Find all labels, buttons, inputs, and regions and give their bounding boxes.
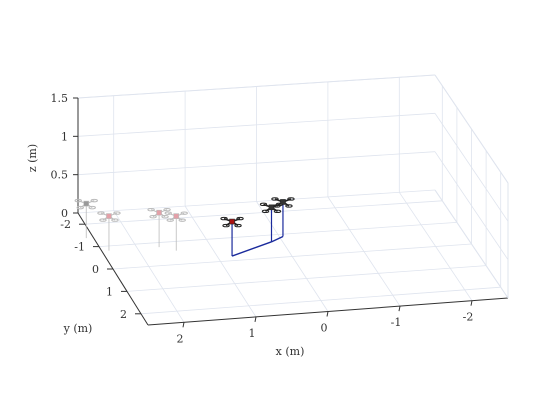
grid-line [140, 286, 501, 315]
formation-lines [85, 201, 284, 257]
box-top-back-edge [77, 74, 436, 99]
grid-line [434, 151, 509, 260]
drone-rotor [273, 204, 281, 208]
z-axis-label: z (m) [26, 144, 39, 172]
drone-marker [220, 216, 244, 228]
drone-rotor [111, 218, 119, 222]
drone-rotor [220, 216, 228, 221]
grid-line [98, 222, 457, 247]
floor-right-edge [434, 189, 509, 299]
drone-rotor [149, 214, 157, 219]
drone-body [229, 218, 235, 225]
grid-lines [77, 74, 509, 323]
drone-rotor [97, 211, 105, 215]
grid-line [126, 265, 487, 292]
grid-line [77, 189, 436, 214]
drone-rotor [259, 202, 268, 207]
x-tick-label: 0 [321, 322, 328, 335]
drone-rotor [88, 205, 96, 210]
y-tick-label: -1 [74, 241, 85, 254]
x-tick-mark [182, 322, 185, 328]
drone-body [106, 213, 112, 219]
drone-rotor [287, 197, 295, 201]
x-tick-label: 2 [177, 332, 184, 345]
y-tick-label: 1 [106, 285, 113, 298]
drone-marker [271, 197, 295, 208]
drone-rotor [90, 198, 98, 203]
drone-rotor [99, 218, 107, 222]
drone-marker [147, 207, 171, 219]
y-tick-label: 0 [92, 263, 99, 276]
y-tick-label: -2 [60, 218, 71, 231]
grid-line [434, 113, 509, 222]
drone-rotor [234, 223, 242, 228]
drone-rotor [163, 207, 171, 212]
drone-marker [259, 202, 284, 214]
x-tick-label: 1 [249, 327, 256, 340]
box-top-right-edge [434, 74, 509, 184]
x-tick-label: -1 [391, 316, 402, 329]
drone-marker [164, 211, 188, 222]
drone-rotor [273, 209, 282, 214]
drone-marker [97, 211, 121, 222]
drone-rotor [285, 204, 293, 208]
drone-marker [74, 198, 98, 210]
z-tick-label: 0.5 [51, 169, 69, 182]
z-tick-label: 1.5 [51, 92, 69, 105]
x-tick-mark [470, 300, 473, 306]
drone-body [280, 199, 286, 205]
drone-rotor [147, 207, 155, 212]
x-tick-label: -2 [463, 311, 474, 324]
x-tick-mark [254, 316, 257, 322]
drone-rotor [166, 218, 174, 222]
drones [74, 197, 295, 228]
grid-line [77, 151, 436, 176]
formation-floor-line [271, 235, 284, 243]
drone-rotor [76, 205, 84, 210]
drone-rotor [74, 198, 82, 203]
drone-body [156, 209, 162, 216]
drone-rotor [113, 211, 121, 215]
drone-rotor [261, 209, 270, 214]
drone-rotor [236, 216, 244, 221]
drone-rotor [180, 211, 188, 215]
y-tick-label: 2 [120, 308, 127, 321]
drone-rotor [178, 218, 186, 222]
grid-line [112, 243, 472, 270]
drone-body [173, 213, 180, 219]
drone-body [268, 204, 275, 211]
y-axis-label: y (m) [63, 322, 93, 335]
drone-rotor [222, 223, 230, 228]
drone-rotor [161, 214, 169, 219]
x-tick-mark [326, 311, 329, 317]
formation-floor-line [231, 241, 272, 257]
drone-body [83, 200, 90, 207]
x-tick-mark [398, 306, 401, 312]
x-axis-label: x (m) [276, 345, 305, 358]
z-tick-label: 0 [61, 207, 68, 220]
z-tick-label: 1 [61, 130, 68, 143]
drone-rotor [164, 211, 172, 215]
drone-rotor [271, 197, 279, 201]
grid-line [77, 112, 436, 137]
